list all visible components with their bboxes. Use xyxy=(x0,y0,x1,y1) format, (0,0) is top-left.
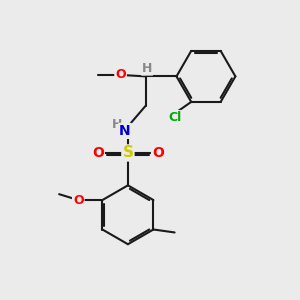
Text: O: O xyxy=(92,146,104,160)
Text: H: H xyxy=(142,61,152,75)
Text: N: N xyxy=(119,124,131,138)
Text: S: S xyxy=(122,146,134,160)
Text: H: H xyxy=(112,118,122,130)
Text: O: O xyxy=(73,194,84,207)
Text: O: O xyxy=(152,146,164,160)
Text: O: O xyxy=(115,68,126,81)
Text: Cl: Cl xyxy=(168,111,182,124)
